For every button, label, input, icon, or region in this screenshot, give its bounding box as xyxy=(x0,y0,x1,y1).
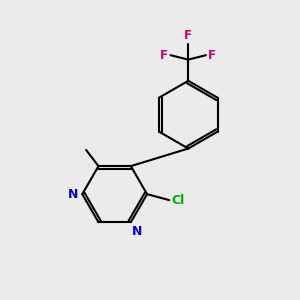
Text: F: F xyxy=(208,49,216,62)
Text: N: N xyxy=(68,188,79,201)
Text: Cl: Cl xyxy=(171,194,184,207)
Text: F: F xyxy=(160,49,168,62)
Text: F: F xyxy=(184,29,192,42)
Text: N: N xyxy=(132,225,143,238)
